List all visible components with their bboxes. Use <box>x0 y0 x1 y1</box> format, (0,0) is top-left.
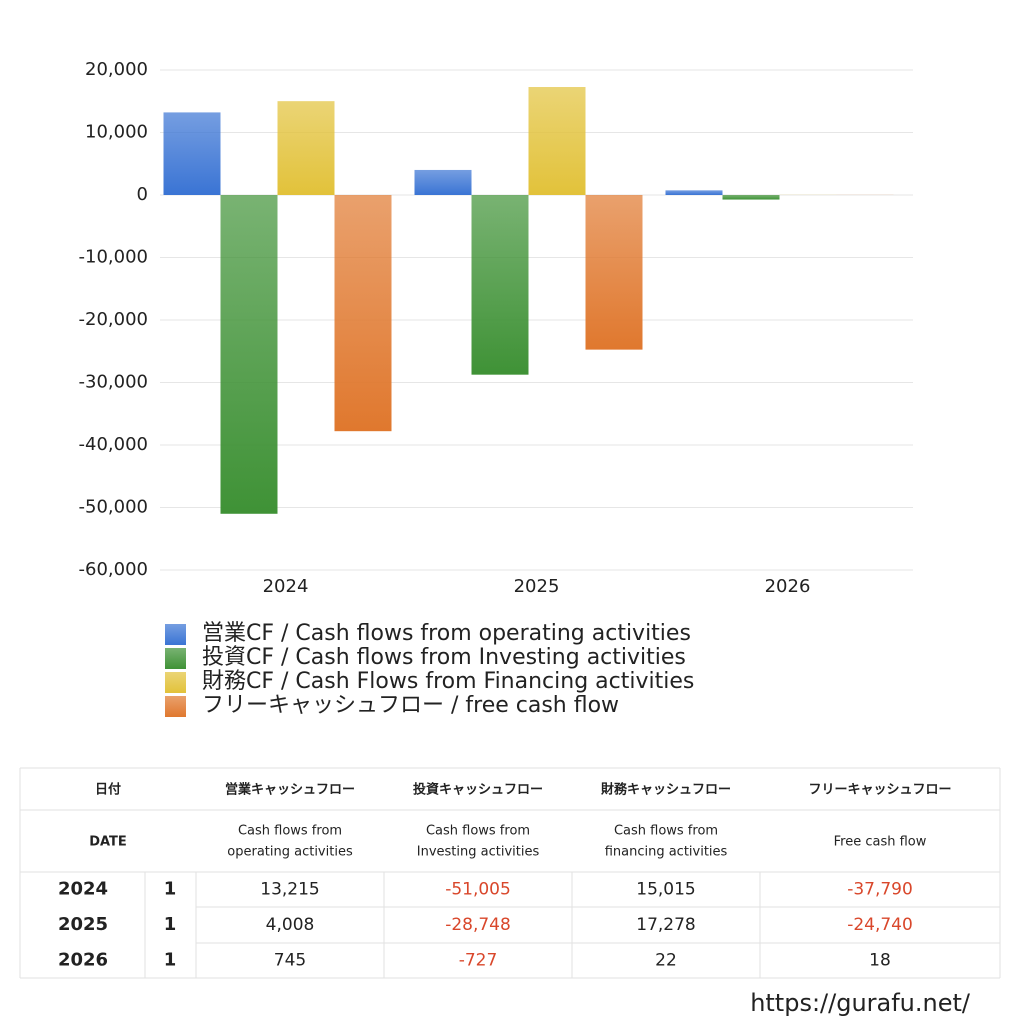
table-subheader: Investing activities <box>417 845 540 860</box>
bar <box>277 101 335 195</box>
table-cell: 13,215 <box>260 880 319 900</box>
row-number: 1 <box>164 914 177 935</box>
legend-label: フリーキャッシュフロー / free cash flow <box>202 693 619 718</box>
table-cell: -24,740 <box>847 915 913 935</box>
table-subheader: operating activities <box>227 845 353 860</box>
table-cell: 4,008 <box>266 915 315 935</box>
table-cell: 22 <box>655 951 677 971</box>
bar <box>471 195 529 375</box>
legend-label: 投資CF / Cash flows from Investing activit… <box>202 645 686 670</box>
table-subheader: DATE <box>89 835 127 850</box>
bar <box>722 195 780 200</box>
row-number: 1 <box>164 950 177 971</box>
row-date: 2024 <box>58 879 108 900</box>
bar <box>414 169 472 195</box>
y-tick-label: -40,000 <box>79 434 148 455</box>
y-tick-label: -20,000 <box>79 309 148 330</box>
legend-label: 営業CF / Cash flows from operating activit… <box>202 621 691 646</box>
y-tick-label: -60,000 <box>79 559 148 580</box>
row-date: 2026 <box>58 950 108 971</box>
table-header: 日付 <box>95 782 121 798</box>
table-subheader: Free cash flow <box>834 835 927 850</box>
table-cell: 18 <box>869 951 891 971</box>
y-tick-label: -50,000 <box>79 497 148 518</box>
x-tick-label: 2024 <box>263 576 309 597</box>
table-cell: 745 <box>274 951 306 971</box>
table-subheader: Cash flows from <box>426 824 530 839</box>
table-cell: -28,748 <box>445 915 511 935</box>
x-tick-label: 2026 <box>765 576 811 597</box>
table-subheader: Cash flows from <box>238 824 342 839</box>
footer: https://gurafu.net/ <box>750 989 971 1017</box>
legend-label: 財務CF / Cash Flows from Financing activit… <box>202 669 694 694</box>
legend-swatch <box>165 696 186 717</box>
y-tick-label: 10,000 <box>85 122 148 143</box>
legend-swatch <box>165 672 186 693</box>
y-tick-label: 20,000 <box>85 59 148 80</box>
bar <box>585 195 643 350</box>
x-tick-label: 2025 <box>514 576 560 597</box>
table-header: 財務キャッシュフロー <box>600 782 731 798</box>
legend-swatch <box>165 624 186 645</box>
table-cell: -37,790 <box>847 880 913 900</box>
table-cell: -51,005 <box>445 880 511 900</box>
row-number: 1 <box>164 879 177 900</box>
legend-swatch <box>165 648 186 669</box>
row-date: 2025 <box>58 914 108 935</box>
table-cell: 17,278 <box>636 915 695 935</box>
bar <box>163 112 221 195</box>
table-subheader: Cash flows from <box>614 824 718 839</box>
table-subheader: financing activities <box>605 845 728 860</box>
table-cell: -727 <box>459 951 498 971</box>
bar <box>665 190 723 195</box>
table-cell: 15,015 <box>636 880 695 900</box>
y-tick-label: -10,000 <box>79 247 148 268</box>
y-tick-label: 0 <box>137 184 148 205</box>
bar <box>528 87 586 195</box>
table-header: 投資キャッシュフロー <box>413 782 543 798</box>
bar <box>220 195 278 514</box>
y-tick-label: -30,000 <box>79 372 148 393</box>
bar <box>334 195 392 432</box>
table-header: フリーキャッシュフロー <box>808 783 951 798</box>
table-header: 営業キャッシュフロー <box>225 782 355 798</box>
